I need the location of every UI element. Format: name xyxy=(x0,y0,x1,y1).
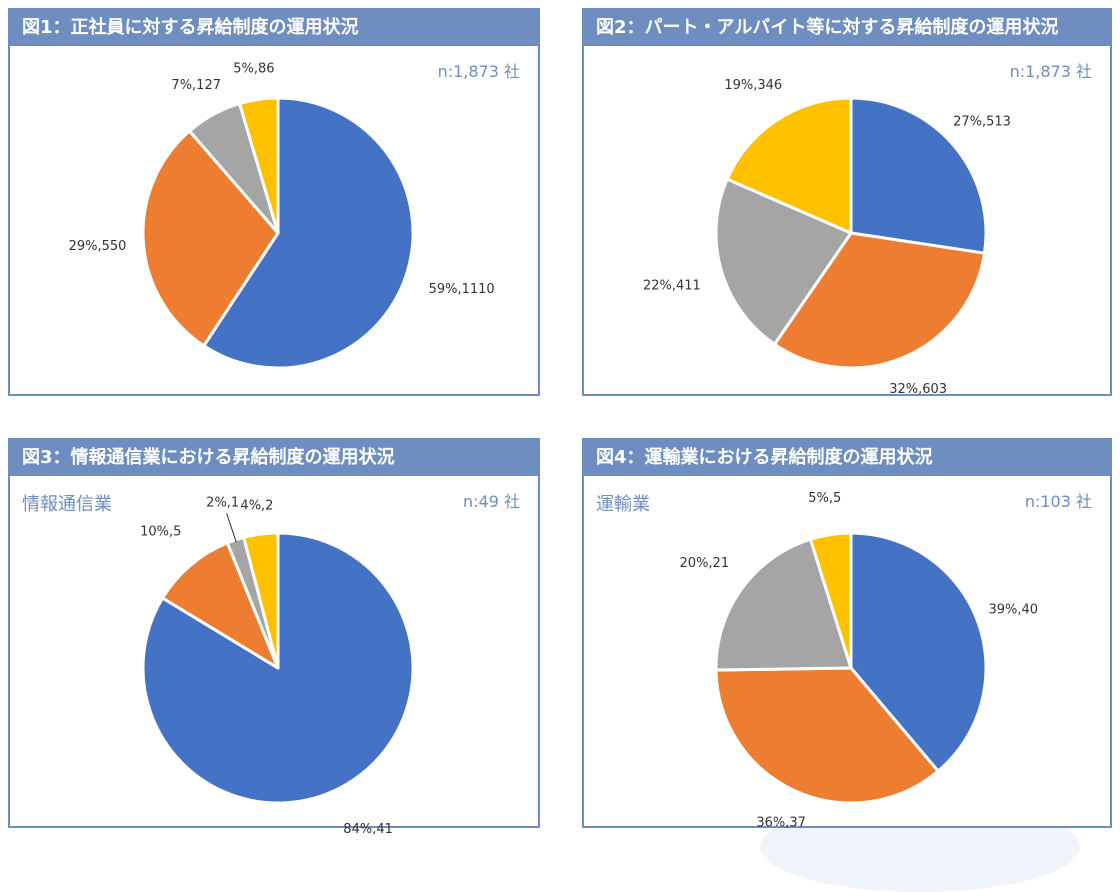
slice-data-label: 29%,550 xyxy=(69,239,127,254)
pie-slice-1 xyxy=(849,96,988,255)
pie-slice-4 xyxy=(725,96,853,235)
slice-data-label: 5%,5 xyxy=(808,491,841,506)
slice-data-label: 2%,1 xyxy=(206,495,239,510)
pie-slice-4 xyxy=(238,96,280,235)
sample-size-label: n:103 社 xyxy=(1024,492,1092,511)
slice-data-label: 19%,346 xyxy=(724,78,782,93)
chart-title: 図3：情報通信業における昇給制度の運用状況 xyxy=(10,440,538,476)
pie-slice-2 xyxy=(161,541,280,670)
chart-panel-4: 図4：運輸業における昇給制度の運用状況 運輸業 n:103 社 39%,40 36… xyxy=(582,438,1112,831)
pie-chart: 39%,40 36%,37 20%,21 5%,5 xyxy=(680,491,1039,831)
slice-data-label: 32%,603 xyxy=(889,382,947,397)
sample-size-label: n:1,873 社 xyxy=(1009,62,1092,81)
slice-data-label: 59%,1110 xyxy=(429,282,495,297)
pie-slice-1 xyxy=(849,531,988,773)
pie-slice-1 xyxy=(202,96,415,370)
pie-slice-3 xyxy=(714,537,853,672)
pie-chart: 27%,513 32%,603 22%,411 19%,346 xyxy=(643,78,1011,397)
leader-line xyxy=(226,512,237,543)
chart-title: 図2：パート・アルバイト等に対する昇給制度の運用状況 xyxy=(584,10,1110,46)
chart-panel-1: 図1：正社員に対する昇給制度の運用状況 n:1,873 社 59%,1110 29… xyxy=(8,8,540,396)
pie-slice-4 xyxy=(808,531,853,670)
slice-data-label: 22%,411 xyxy=(643,278,701,293)
chart-subtitle: 情報通信業 xyxy=(22,494,112,515)
pie-slice-4 xyxy=(242,531,280,670)
slice-data-label: 27%,513 xyxy=(953,114,1011,129)
chart-subtitle: 運輸業 xyxy=(596,494,650,515)
pie-slice-2 xyxy=(714,666,940,805)
slice-data-label: 7%,127 xyxy=(171,78,221,93)
pie-slice-2 xyxy=(141,129,280,348)
slice-data-label: 36%,37 xyxy=(756,816,806,831)
slice-data-label: 4%,2 xyxy=(240,499,273,514)
slice-data-label: 5%,86 xyxy=(233,61,274,76)
pie-slice-3 xyxy=(714,177,853,346)
chart-title: 図4：運輸業における昇給制度の運用状況 xyxy=(584,440,1110,476)
slice-data-label: 10%,5 xyxy=(140,524,181,539)
chart-panel-3: 図3：情報通信業における昇給制度の運用状況 情報通信業 n:49 社 84%,4… xyxy=(8,438,540,837)
slice-data-label: 20%,21 xyxy=(680,556,730,571)
sample-size-label: n:49 社 xyxy=(463,492,520,511)
chart-panel-2: 図2：パート・アルバイト等に対する昇給制度の運用状況 n:1,873 社 27%… xyxy=(582,8,1112,397)
pie-slice-2 xyxy=(773,231,986,370)
pie-chart: 84%,41 10%,5 2%,1 4%,2 xyxy=(140,495,415,837)
chart-title: 図1：正社員に対する昇給制度の運用状況 xyxy=(10,10,538,46)
slice-data-label: 39%,40 xyxy=(988,603,1038,618)
sample-size-label: n:1,873 社 xyxy=(437,62,520,81)
slice-data-label: 84%,41 xyxy=(343,822,393,837)
pie-chart: 59%,1110 29%,550 7%,127 5%,86 xyxy=(69,61,495,370)
